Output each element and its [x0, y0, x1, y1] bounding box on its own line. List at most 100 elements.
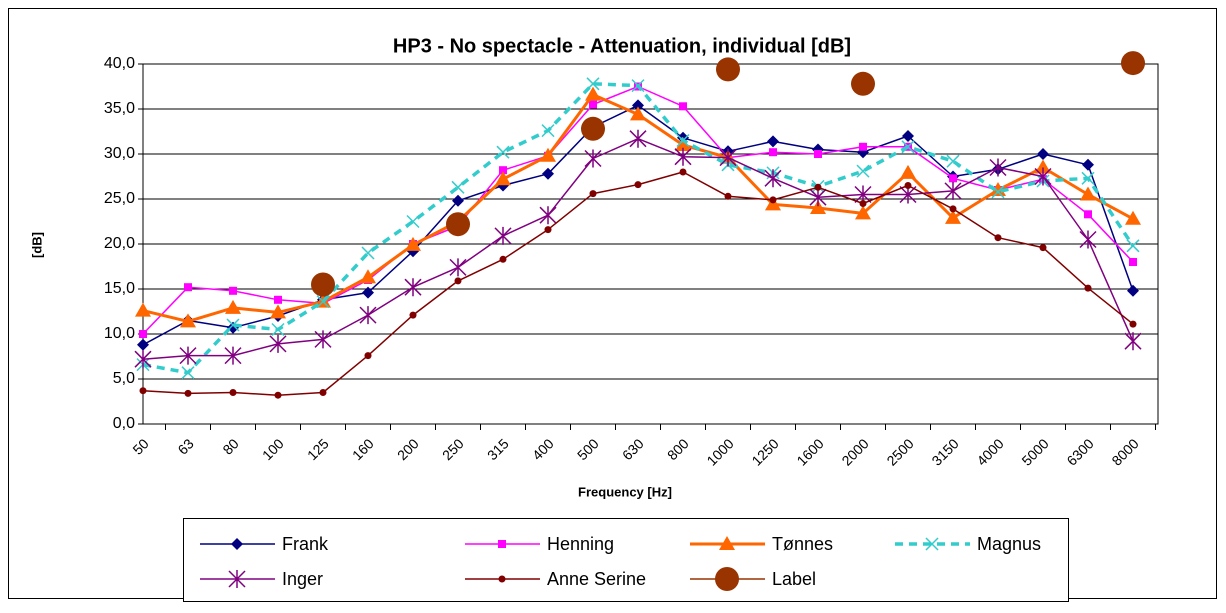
legend-marker: [925, 537, 939, 551]
data-point: [814, 183, 822, 191]
data-point: [855, 205, 871, 220]
data-point: [809, 188, 827, 207]
data-point: [989, 158, 1007, 177]
data-point: [1129, 258, 1137, 266]
data-point: [994, 234, 1002, 242]
data-point: [1081, 171, 1095, 185]
data-point: [319, 389, 327, 396]
data-point: [495, 171, 511, 186]
data-point: [226, 318, 240, 332]
data-point: [856, 164, 870, 178]
data-point: [229, 286, 237, 295]
chart-title: HP3 - No spectacle - Attenuation, indivi…: [393, 35, 851, 57]
legend-marker: [498, 575, 506, 583]
legend-label: Tønnes: [772, 534, 833, 554]
data-point: [724, 192, 732, 200]
data-point: [674, 147, 692, 166]
data-point: [1121, 51, 1145, 76]
data-point: [1082, 158, 1094, 171]
legend-box: [183, 518, 1069, 602]
data-point: [499, 166, 507, 175]
data-point: [949, 205, 957, 213]
data-point: [544, 226, 552, 234]
legend-label: Magnus: [977, 534, 1041, 554]
data-point: [945, 209, 961, 224]
data-point: [271, 322, 285, 337]
data-point: [364, 352, 372, 360]
data-point: [904, 182, 912, 189]
data-point: [902, 130, 914, 142]
data-point: [362, 286, 374, 299]
data-point: [405, 236, 421, 251]
plot-border: [142, 63, 1159, 425]
data-point: [1037, 148, 1049, 160]
legend-label: Inger: [282, 569, 323, 589]
legend-marker: [228, 570, 246, 588]
data-point: [630, 106, 646, 121]
data-point: [584, 149, 602, 168]
data-point: [634, 181, 642, 189]
data-point: [184, 283, 192, 292]
y-tick-label: 25,0: [104, 190, 135, 207]
data-point: [859, 142, 867, 151]
data-point: [716, 57, 740, 82]
data-point: [184, 389, 192, 397]
data-point: [225, 299, 241, 314]
data-point: [1084, 284, 1092, 292]
data-point: [851, 71, 875, 96]
x-axis-title: Frequency [Hz]: [578, 484, 672, 499]
data-point: [499, 255, 507, 263]
data-point: [270, 304, 286, 319]
data-point: [1127, 284, 1139, 297]
y-tick-label: 0,0: [113, 415, 135, 432]
legend-marker: [715, 567, 739, 591]
data-point: [764, 169, 782, 188]
data-point: [269, 334, 287, 353]
data-point: [409, 311, 417, 319]
y-tick-label: 5,0: [113, 370, 135, 387]
data-point: [449, 258, 467, 277]
data-point: [1034, 167, 1052, 186]
legend-label: Henning: [547, 534, 614, 554]
data-point: [541, 124, 555, 138]
y-tick-label: 40,0: [104, 55, 135, 72]
legend-label: Anne Serine: [547, 569, 646, 589]
data-point: [1124, 332, 1142, 351]
y-tick-label: 30,0: [104, 145, 135, 162]
data-point: [229, 389, 237, 396]
legend-label: Frank: [282, 534, 329, 554]
data-point: [540, 147, 556, 162]
data-point: [404, 278, 422, 297]
legend-label: Label: [772, 569, 816, 589]
data-point: [274, 295, 282, 304]
data-point: [585, 86, 601, 101]
chart-frame: [8, 8, 1217, 599]
data-point: [991, 185, 1005, 199]
data-point: [946, 154, 960, 168]
data-point: [632, 99, 644, 112]
legend-marker: [719, 536, 735, 550]
data-point: [581, 116, 605, 141]
data-point: [451, 180, 465, 194]
data-point: [274, 391, 282, 399]
data-point: [406, 214, 420, 229]
data-point: [679, 102, 687, 111]
y-tick-label: 15,0: [104, 280, 135, 297]
y-tick-label: 10,0: [104, 325, 135, 342]
data-point: [361, 246, 375, 260]
data-point: [676, 133, 690, 148]
data-point: [135, 302, 151, 317]
data-point: [496, 145, 510, 159]
data-point: [180, 313, 196, 328]
legend-marker: [231, 538, 243, 550]
data-point: [719, 148, 737, 167]
data-point: [769, 148, 777, 157]
data-point: [542, 167, 554, 180]
data-point: [675, 137, 691, 151]
data-point: [360, 269, 376, 284]
data-point: [901, 140, 915, 154]
data-point: [814, 150, 822, 158]
data-point: [181, 366, 195, 380]
data-point: [316, 295, 330, 309]
